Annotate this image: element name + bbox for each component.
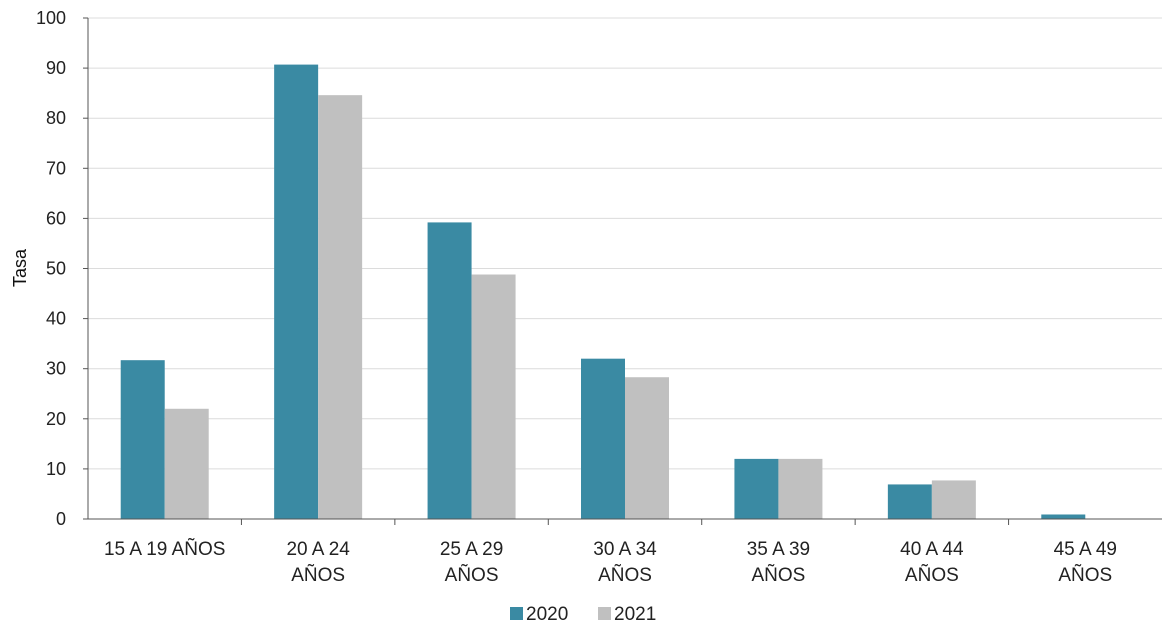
y-axis: 0 10 20 30 40 50 60 70 80 90 100 [36,8,89,529]
bar-2020-0 [120,360,165,519]
y-tick-label: 10 [46,459,66,479]
bar-2020-6 [1041,514,1086,519]
legend-swatch-2020 [510,607,523,620]
y-tick-label: 50 [46,259,66,279]
legend-label-2021: 2021 [614,604,656,625]
y-tick-label: 70 [46,158,66,178]
bar-2021-1 [318,95,363,520]
y-tick-label: 20 [46,409,66,429]
bars [120,64,1086,520]
x-category-label: 40 A 44 AÑOS [900,539,964,586]
bar-2020-1 [274,64,319,519]
bar-2021-4 [778,458,823,519]
y-tick-label: 60 [46,208,66,228]
y-tick-label: 90 [46,58,66,78]
bar-2021-3 [625,377,669,519]
x-category-label: 35 A 39 AÑOS [747,539,810,586]
y-tick-label: 100 [36,8,66,28]
bar-2020-3 [581,358,625,519]
legend: 2020 2021 [510,604,656,625]
bar-2020-2 [427,222,472,519]
y-tick-label: 80 [46,108,66,128]
bar-2020-4 [734,458,779,519]
x-category-label: 15 A 19 AÑOS [104,538,225,560]
y-tick-label: 0 [56,509,66,529]
x-category-label: 20 A 24 AÑOS [286,539,350,586]
y-tick-label: 30 [46,359,66,379]
x-axis: 15 A 19 AÑOS 20 A 24 AÑOS 25 A 29 AÑOS 30 A 3… [88,518,1162,586]
legend-label-2020: 2020 [526,604,568,625]
bar-2021-5 [931,480,976,519]
bar-2020-5 [887,484,932,519]
bar-2021-0 [164,408,209,519]
x-category-label: 30 A 34 AÑOS [593,539,657,586]
x-category-label: 45 A 49 AÑOS [1054,539,1117,586]
legend-swatch-2021 [598,607,611,620]
gridlines [88,17,1162,470]
y-tick-label: 40 [46,309,66,329]
x-category-label: 25 A 29 AÑOS [440,539,503,586]
bar-2021-2 [471,274,516,519]
y-axis-title: Tasa [10,248,30,287]
